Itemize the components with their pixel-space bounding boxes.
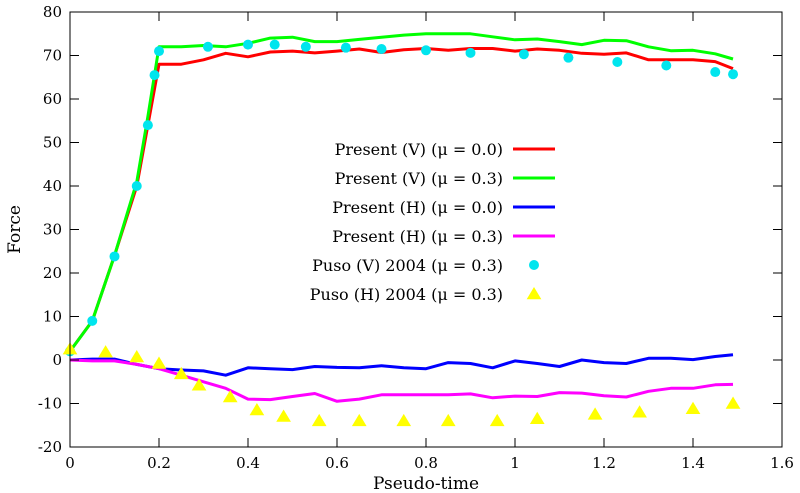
y-tick-label: 80 [43, 3, 62, 21]
y-tick-label: 30 [43, 221, 62, 239]
data-point-puso-v-2004-mu-0-3 [269, 39, 280, 50]
legend-label: Puso (H) 2004 (μ = 0.3) [310, 285, 503, 304]
data-point-puso-h-2004-mu-0-3 [725, 396, 741, 409]
data-point-puso-h-2004-mu-0-3 [191, 378, 207, 391]
legend-item: Present (V) (μ = 0.0) [335, 140, 555, 159]
legend-swatch [526, 287, 542, 300]
x-tick-label: 1.2 [592, 454, 616, 472]
x-axis-label: Pseudo-time [373, 474, 479, 493]
data-point-puso-h-2004-mu-0-3 [489, 413, 505, 427]
data-point-puso-v-2004-mu-0-3 [154, 46, 164, 57]
data-point-puso-v-2004-mu-0-3 [149, 70, 160, 81]
y-tick-label: -20 [38, 438, 62, 456]
data-point-puso-h-2004-mu-0-3 [529, 411, 545, 424]
data-point-puso-v-2004-mu-0-3 [518, 49, 529, 60]
legend-item: Present (V) (μ = 0.3) [335, 169, 555, 188]
y-tick-label: 0 [52, 351, 62, 369]
data-point-puso-v-2004-mu-0-3 [202, 41, 213, 52]
legend-item: Present (H) (μ = 0.3) [332, 227, 555, 246]
y-tick-label: -10 [38, 395, 62, 413]
x-tick-label: 0.2 [147, 454, 171, 472]
data-point-puso-v-2004-mu-0-3 [87, 315, 98, 326]
data-point-puso-v-2004-mu-0-3 [728, 69, 739, 80]
legend-item: Puso (H) 2004 (μ = 0.3) [310, 285, 542, 304]
data-point-puso-v-2004-mu-0-3 [661, 60, 672, 71]
x-tick-label: 0.4 [236, 454, 260, 472]
data-point-puso-v-2004-mu-0-3 [612, 57, 623, 68]
plot-frame [69, 11, 783, 448]
legend-label: Present (H) (μ = 0.0) [332, 198, 503, 217]
legend-label: Present (V) (μ = 0.3) [335, 169, 503, 188]
data-point-puso-v-2004-mu-0-3 [340, 42, 351, 53]
x-tick-label: 0 [65, 454, 75, 472]
data-point-puso-v-2004-mu-0-3 [421, 45, 431, 56]
data-point-puso-v-2004-mu-0-3 [142, 120, 153, 131]
y-tick-label: 50 [43, 134, 62, 152]
data-point-puso-v-2004-mu-0-3 [376, 43, 387, 54]
y-tick-label: 10 [43, 308, 62, 326]
data-point-puso-v-2004-mu-0-3 [300, 41, 311, 52]
data-point-puso-h-2004-mu-0-3 [276, 409, 291, 422]
x-tick-label: 1.6 [770, 454, 794, 472]
y-axis-label: Force [5, 205, 25, 254]
legend-swatch [529, 260, 539, 270]
data-point-puso-v-2004-mu-0-3 [109, 251, 120, 262]
data-point-puso-v-2004-mu-0-3 [131, 181, 142, 191]
x-tick-label: 0.8 [414, 454, 438, 472]
legend-item: Puso (V) 2004 (μ = 0.3) [312, 256, 539, 275]
y-tick-label: 60 [43, 90, 62, 108]
data-point-puso-h-2004-mu-0-3 [440, 413, 456, 427]
ticks-layer: 0 0.2 0.4 0.6 0.8 1 1.2 1.4 1.6 -20 -10 0 10 20 30 40 50… [38, 3, 794, 472]
y-tick-label: 70 [43, 47, 62, 65]
data-point-puso-h-2004-mu-0-3 [222, 389, 238, 403]
data-point-puso-h-2004-mu-0-3 [587, 407, 603, 420]
y-tick-label: 20 [43, 264, 62, 282]
data-point-puso-v-2004-mu-0-3 [710, 67, 721, 78]
x-tick-label: 1 [510, 454, 520, 472]
data-point-puso-h-2004-mu-0-3 [151, 356, 167, 369]
data-point-puso-v-2004-mu-0-3 [563, 52, 574, 63]
data-point-puso-h-2004-mu-0-3 [173, 366, 189, 380]
legend-item: Present (H) (μ = 0.0) [332, 198, 555, 217]
series-layer [62, 32, 741, 427]
data-point-puso-v-2004-mu-0-3 [243, 39, 253, 50]
data-point-puso-h-2004-mu-0-3 [249, 403, 265, 416]
legend: Present (V) (μ = 0.0) Present (V) (μ = 0.… [310, 140, 555, 304]
data-point-puso-h-2004-mu-0-3 [129, 349, 145, 363]
data-point-puso-h-2004-mu-0-3 [632, 405, 647, 418]
x-tick-label: 1.4 [681, 454, 705, 472]
legend-label: Puso (V) 2004 (μ = 0.3) [312, 256, 503, 275]
series-line-present-v-mu-0-0 [68, 47, 734, 353]
x-tick-label: 0.6 [325, 454, 349, 472]
legend-label: Present (V) (μ = 0.0) [335, 140, 503, 159]
series-line-present-v-mu-0-3 [68, 32, 734, 353]
data-point-puso-h-2004-mu-0-3 [685, 401, 701, 414]
legend-label: Present (H) (μ = 0.3) [332, 227, 503, 246]
y-tick-label: 40 [43, 177, 62, 195]
data-point-puso-h-2004-mu-0-3 [396, 413, 412, 427]
data-point-puso-h-2004-mu-0-3 [311, 413, 327, 427]
data-point-puso-h-2004-mu-0-3 [351, 413, 367, 427]
data-point-puso-v-2004-mu-0-3 [465, 47, 476, 58]
data-point-puso-h-2004-mu-0-3 [98, 345, 113, 358]
